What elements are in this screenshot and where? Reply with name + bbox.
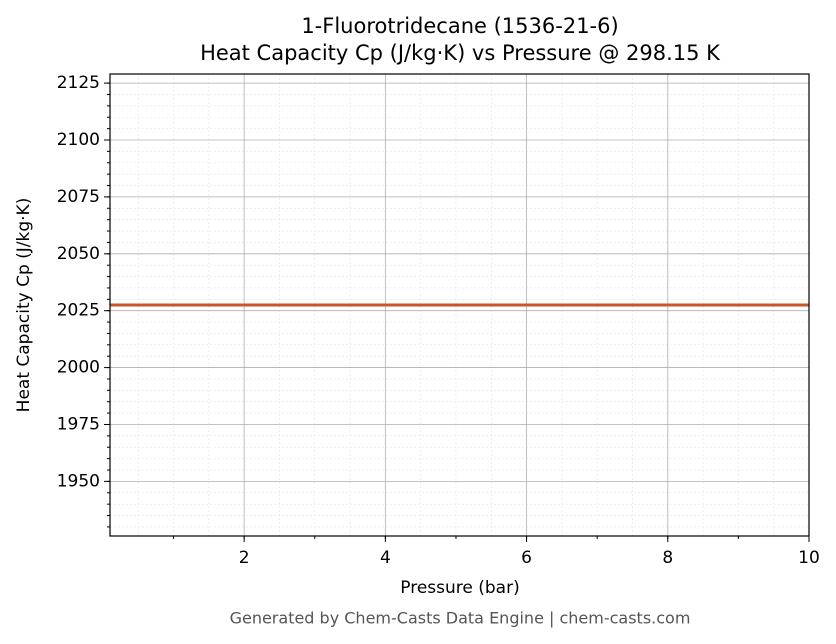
y-tick-label: 2100 [57,130,100,150]
y-tick-label: 2050 [57,244,100,264]
y-tick-label: 2125 [57,73,100,93]
x-tick-label: 2 [239,548,250,568]
x-tick-label: 8 [662,548,673,568]
y-tick-label: 2075 [57,187,100,207]
chart-subtitle: Heat Capacity Cp (J/kg·K) vs Pressure @ … [200,41,721,65]
y-tick-label: 1975 [57,414,100,434]
plot-frame [109,73,810,537]
footer: Generated by Chem-Casts Data Engine | ch… [230,609,691,628]
y-tick-label: 1950 [57,471,100,491]
x-axis-label: Pressure (bar) [400,578,519,598]
y-tick-label: 2025 [57,301,100,321]
chart-title: 1-Fluorotridecane (1536-21-6) [301,14,618,38]
y-tick-label: 2000 [57,358,100,378]
x-tick-label: 10 [798,548,820,568]
y-axis-label: Heat Capacity Cp (J/kg·K) [14,198,34,413]
x-tick-label: 4 [380,548,391,568]
x-tick-label: 6 [521,548,532,568]
